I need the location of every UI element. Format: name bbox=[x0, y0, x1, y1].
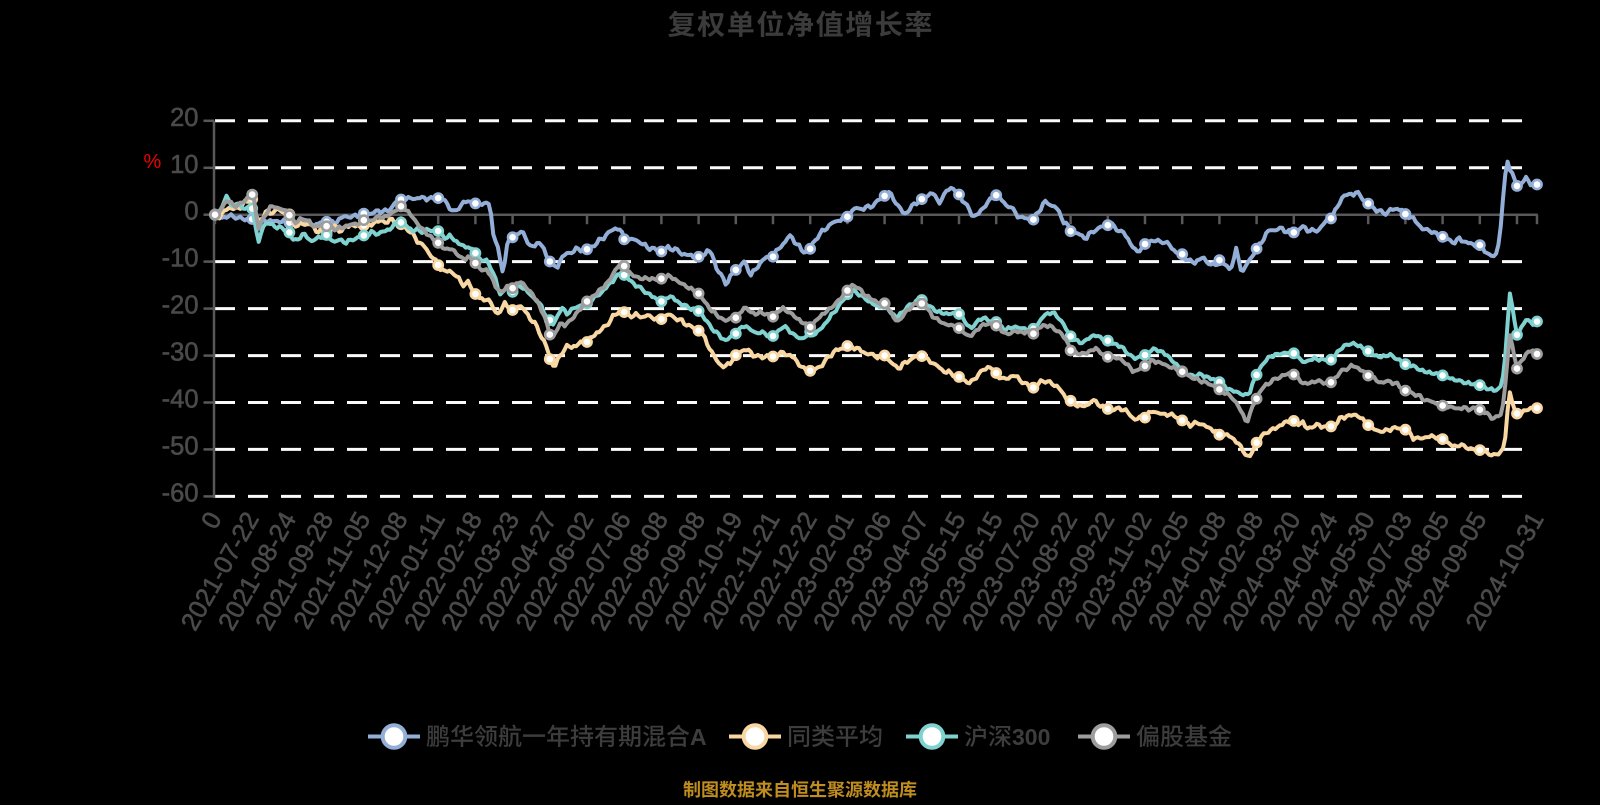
svg-text:-40: -40 bbox=[162, 386, 199, 414]
svg-text:-30: -30 bbox=[162, 339, 199, 367]
svg-text:3: 3 bbox=[1012, 724, 1025, 750]
svg-text:A: A bbox=[690, 724, 707, 750]
svg-text:-20: -20 bbox=[162, 292, 199, 320]
svg-text:%: % bbox=[144, 151, 162, 173]
svg-text:0: 0 bbox=[1038, 724, 1051, 750]
svg-text:20: 20 bbox=[170, 104, 198, 132]
svg-text:-10: -10 bbox=[162, 245, 199, 273]
svg-text:0: 0 bbox=[184, 198, 198, 226]
svg-text:10: 10 bbox=[170, 151, 198, 179]
svg-text:-50: -50 bbox=[162, 432, 199, 460]
svg-text:-60: -60 bbox=[162, 479, 199, 507]
svg-text:0: 0 bbox=[1025, 724, 1038, 750]
